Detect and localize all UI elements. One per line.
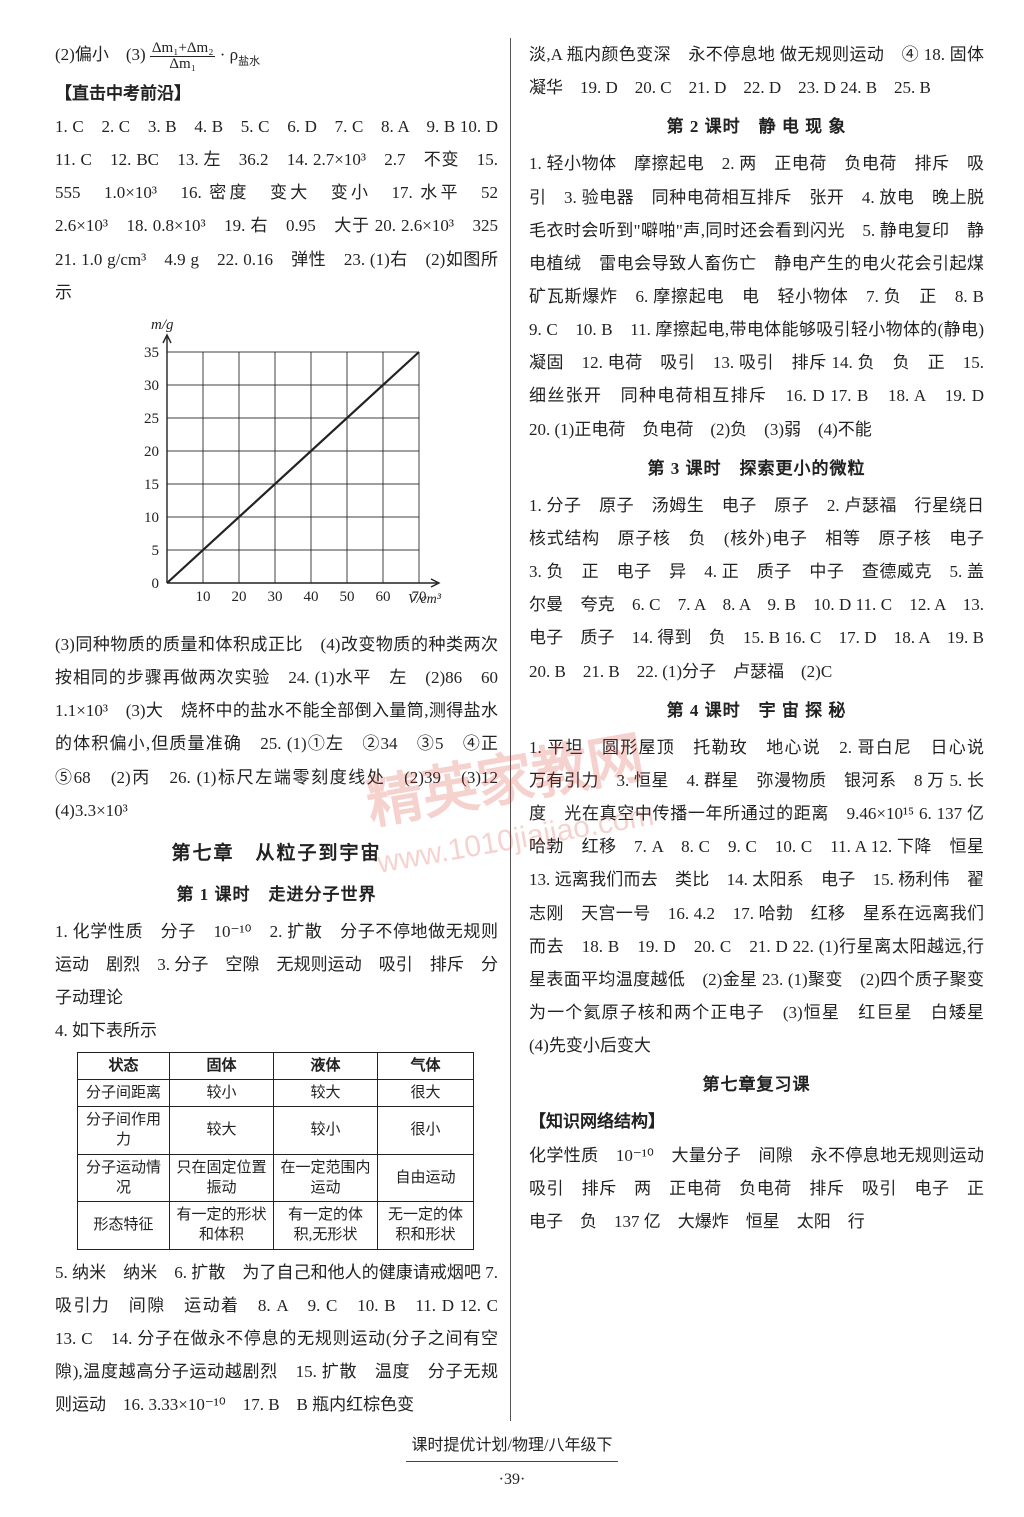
fraction-den: Δm₁: [150, 57, 216, 72]
svg-text:40: 40: [303, 589, 318, 605]
formula-line: (2)偏小 (3) Δm₁+Δm₂ Δm₁ · ρ盐水: [55, 38, 498, 73]
svg-text:25: 25: [144, 411, 159, 427]
answers-right-2: 1. 分子 原子 汤姆生 电子 原子 2. 卢瑟福 行星绕日 核式结构 原子核 …: [529, 489, 984, 688]
svg-text:15: 15: [144, 477, 159, 493]
svg-text:50: 50: [339, 589, 354, 605]
x-axis-label: V/cm³: [408, 592, 442, 607]
lesson-1-title: 第 1 课时 走进分子世界: [55, 878, 498, 911]
answers-block-3: 1. 化学性质 分子 10⁻¹⁰ 2. 扩散 分子不停地做无规则运动 剧烈 3.…: [55, 915, 498, 1014]
table-row: 分子运动情况 只在固定位置振动 在一定范围内运动 自由运动: [78, 1154, 474, 1202]
svg-text:60: 60: [375, 589, 390, 605]
chapter-7-review-title: 第七章复习课: [529, 1068, 984, 1101]
svg-text:20: 20: [144, 444, 159, 460]
th-state: 状态: [78, 1052, 170, 1079]
answers-right-0: 淡,A 瓶内颜色变深 永不停息地 做无规则运动 ④ 18. 固体 凝华 19. …: [529, 38, 984, 104]
rho-label: · ρ盐水: [220, 45, 260, 64]
svg-text:10: 10: [195, 589, 210, 605]
mv-chart-svg: m/g: [107, 315, 447, 615]
answers-block-2: (3)同种物质的质量和体积成正比 (4)改变物质的种类两次按相同的步骤再做两次实…: [55, 628, 498, 827]
y-ticks: 0 5 10 15 20 25 30 35: [144, 345, 159, 592]
answers-block-1: 1. C 2. C 3. B 4. B 5. C 6. D 7. C 8. A …: [55, 110, 498, 309]
answers-right-4: 化学性质 10⁻¹⁰ 大量分子 间隙 永不停息地无规则运动 吸引 排斥 两 正电…: [529, 1139, 984, 1238]
answers-right-3: 1. 平坦 圆形屋顶 托勒玫 地心说 2. 哥白尼 日心说 万有引力 3. 恒星…: [529, 731, 984, 1062]
svg-text:35: 35: [144, 345, 159, 361]
table-intro: 4. 如下表所示: [55, 1014, 498, 1047]
table-row: 分子间距离 较小 较大 很大: [78, 1079, 474, 1106]
svg-text:30: 30: [144, 378, 159, 394]
fraction-num: Δm₁+Δm₂: [150, 41, 216, 57]
page-footer: 课时提优计划/物理/八年级下 ·39·: [0, 1430, 1024, 1495]
table-row: 分子间作用力 较大 较小 很小: [78, 1107, 474, 1155]
data-line: [167, 352, 419, 583]
th-gas: 气体: [378, 1052, 474, 1079]
fraction: Δm₁+Δm₂ Δm₁: [150, 41, 216, 72]
left-column: (2)偏小 (3) Δm₁+Δm₂ Δm₁ · ρ盐水 【直击中考前沿】 1. …: [55, 38, 511, 1421]
lesson-4-title: 第 4 课时 宇 宙 探 秘: [529, 694, 984, 727]
answers-right-1: 1. 轻小物体 摩擦起电 2. 两 正电荷 负电荷 排斥 吸引 3. 验电器 同…: [529, 147, 984, 445]
th-liquid: 液体: [274, 1052, 378, 1079]
svg-text:30: 30: [267, 589, 282, 605]
states-table: 状态 固体 液体 气体 分子间距离 较小 较大 很大 分子间作用力 较大 较小 …: [77, 1052, 474, 1250]
section-heading-network: 【知识网络结构】: [529, 1105, 984, 1138]
lesson-3-title: 第 3 课时 探索更小的微粒: [529, 452, 984, 485]
right-column: 淡,A 瓶内颜色变深 永不停息地 做无规则运动 ④ 18. 固体 凝华 19. …: [525, 38, 984, 1421]
table-row: 形态特征 有一定的形状和体积 有一定的体积,无形状 无一定的体积和形状: [78, 1202, 474, 1250]
y-axis-label: m/g: [151, 317, 174, 333]
x-ticks: 10 20 30 40 50 60 70: [195, 589, 426, 605]
footer-text: 课时提优计划/物理/八年级下: [406, 1430, 619, 1462]
svg-text:20: 20: [231, 589, 246, 605]
svg-text:10: 10: [144, 510, 159, 526]
mv-chart: m/g: [55, 315, 498, 626]
svg-text:5: 5: [151, 543, 159, 559]
page-number: ·39·: [0, 1464, 1024, 1495]
section-heading-exam: 【直击中考前沿】: [55, 77, 498, 110]
table-header-row: 状态 固体 液体 气体: [78, 1052, 474, 1079]
chapter-7-title: 第七章 从粒子到宇宙: [55, 835, 498, 872]
answers-block-5: 5. 纳米 纳米 6. 扩散 为了自己和他人的健康请戒烟吧 7. 吸引力 间隙 …: [55, 1256, 498, 1422]
ans-2-3-prefix: (2)偏小 (3): [55, 45, 146, 64]
lesson-2-title: 第 2 课时 静 电 现 象: [529, 110, 984, 143]
th-solid: 固体: [170, 1052, 274, 1079]
svg-text:0: 0: [151, 576, 159, 592]
